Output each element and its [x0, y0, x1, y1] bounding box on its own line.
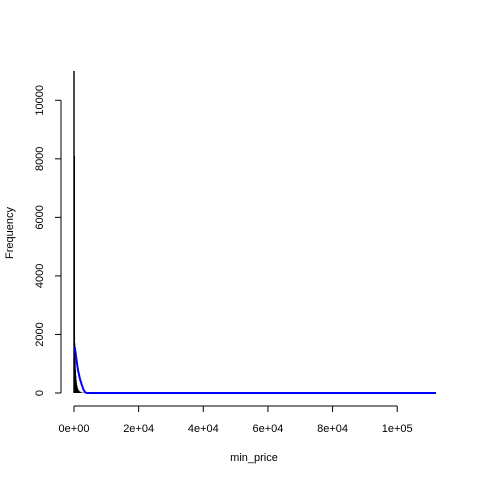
density-layer: [73, 346, 436, 394]
y-axis-title: Frequency: [4, 207, 16, 259]
x-tick-label: 8e+04: [317, 423, 348, 435]
y-tick-label: 2000: [34, 322, 46, 346]
y-tick-label: 8000: [34, 147, 46, 171]
x-axis: 0e+00 2e+04 4e+04 6e+04 8e+04 1e+05: [59, 405, 413, 435]
density-line: [73, 346, 436, 394]
x-tick-label: 2e+04: [123, 423, 154, 435]
x-tick-label: 6e+04: [252, 423, 283, 435]
histogram-bars: [73, 71, 85, 393]
x-tick-label: 0e+00: [59, 423, 90, 435]
x-axis-title: min_price: [230, 452, 278, 464]
y-tick-label: 10000: [34, 85, 46, 116]
y-tick-label: 0: [34, 390, 46, 396]
y-tick-label: 6000: [34, 205, 46, 229]
y-axis: 0 2000 4000 6000 8000 10000: [34, 85, 62, 396]
y-tick-label: 4000: [34, 264, 46, 288]
x-tick-label: 1e+05: [382, 423, 413, 435]
x-tick-label: 4e+04: [188, 423, 219, 435]
